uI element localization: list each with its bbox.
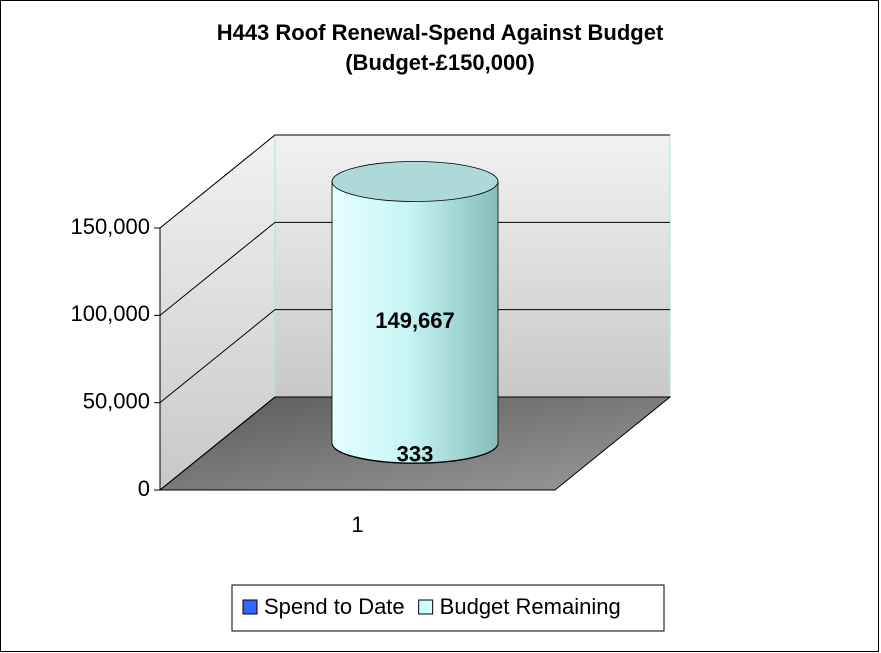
grid-line [159,309,670,404]
chart-subtitle: (Budget-£150,000) [345,50,535,75]
chart-title: H443 Roof Renewal-Spend Against Budget [217,20,664,45]
legend-label: Spend to Date [264,594,405,619]
grid-line [159,396,670,491]
y-tick-label: 150,000 [70,214,150,239]
data-label: 333 [397,441,434,466]
grid-line [159,134,670,229]
legend-swatch [242,599,258,615]
data-label: 149,667 [375,308,455,333]
legend-swatch [418,599,434,615]
y-tick-label: 100,000 [70,301,150,326]
y-tick-label: 50,000 [83,388,150,413]
grid-line [159,221,670,316]
legend [231,584,665,632]
y-tick-label: 0 [138,476,150,501]
cylinder-top [331,161,499,202]
cylinder-segment [331,181,499,464]
x-tick-label: 1 [351,512,363,537]
legend-label: Budget Remaining [440,594,621,619]
